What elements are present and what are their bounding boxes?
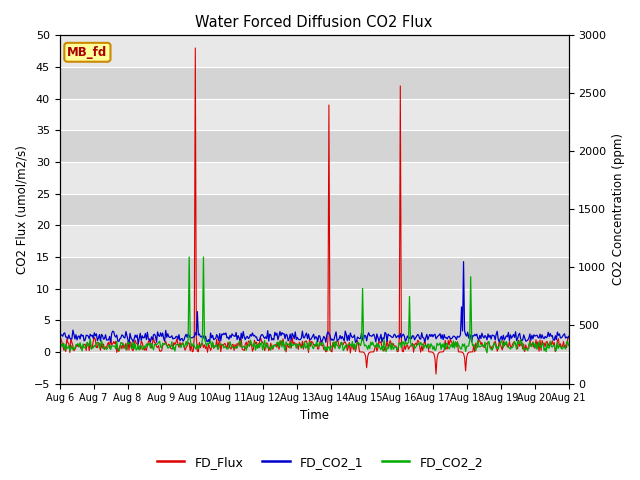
Bar bbox=[60, 130, 568, 162]
Bar bbox=[60, 99, 568, 130]
Bar bbox=[60, 352, 568, 384]
Title: Water Forced Diffusion CO2 Flux: Water Forced Diffusion CO2 Flux bbox=[195, 15, 433, 30]
Bar bbox=[60, 257, 568, 288]
Y-axis label: CO2 Flux (umol/m2/s): CO2 Flux (umol/m2/s) bbox=[15, 145, 28, 274]
Text: MB_fd: MB_fd bbox=[67, 46, 108, 59]
Bar bbox=[60, 162, 568, 193]
Bar bbox=[60, 320, 568, 352]
Bar bbox=[60, 225, 568, 257]
X-axis label: Time: Time bbox=[300, 409, 328, 422]
Y-axis label: CO2 Concentration (ppm): CO2 Concentration (ppm) bbox=[612, 133, 625, 286]
Legend: FD_Flux, FD_CO2_1, FD_CO2_2: FD_Flux, FD_CO2_1, FD_CO2_2 bbox=[152, 451, 488, 474]
Bar bbox=[60, 36, 568, 67]
Bar bbox=[60, 193, 568, 225]
Bar bbox=[60, 288, 568, 320]
Bar bbox=[60, 67, 568, 99]
